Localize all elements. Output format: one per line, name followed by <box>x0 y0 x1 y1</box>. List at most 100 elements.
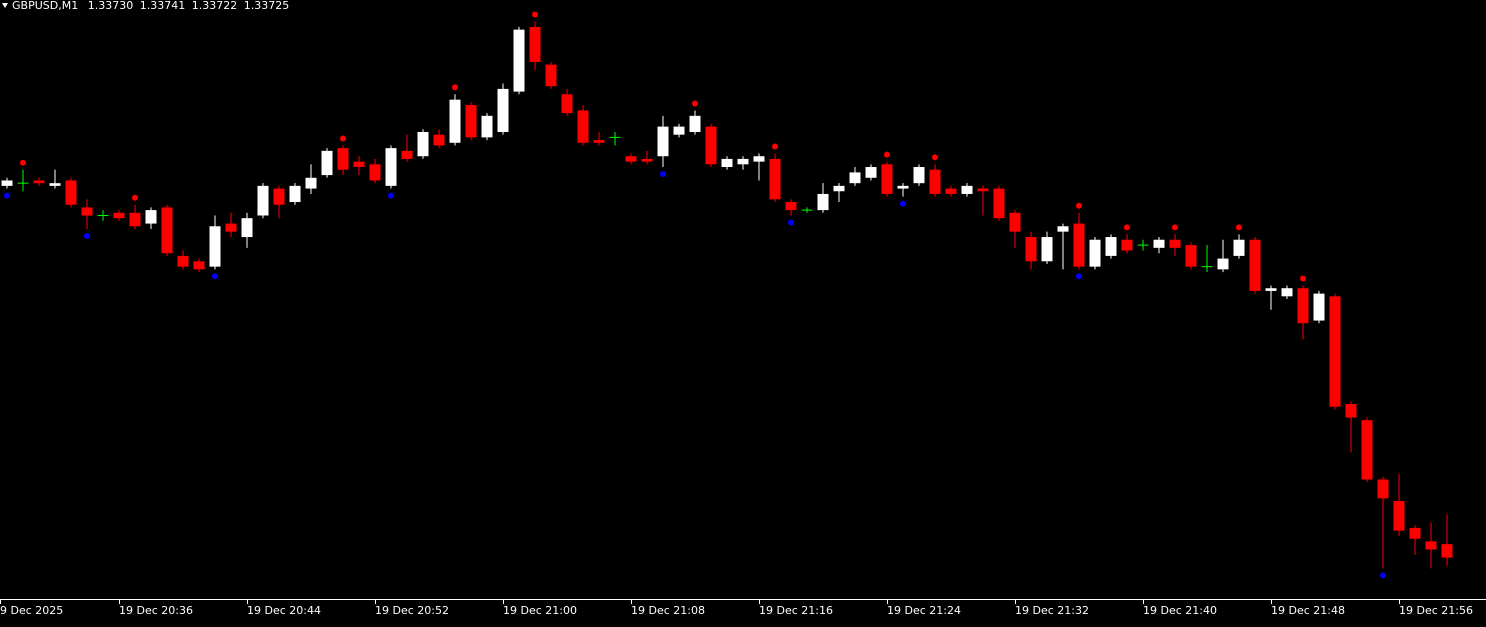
candle-body <box>1441 544 1453 558</box>
fractal-up <box>1076 202 1082 209</box>
candle-body <box>657 126 669 157</box>
candle-body <box>817 193 829 211</box>
candle-body <box>1297 288 1309 324</box>
candle-body <box>449 99 461 143</box>
candle-body <box>1041 237 1053 262</box>
candle-body <box>369 164 381 181</box>
fractal-down <box>4 192 10 199</box>
candle-body <box>1393 501 1405 531</box>
candle-body <box>689 115 701 132</box>
candle-body <box>321 150 333 176</box>
candle-body <box>1217 258 1229 270</box>
fractal-up <box>452 84 458 91</box>
fractal-up <box>1124 224 1130 231</box>
candle-body <box>785 202 797 211</box>
candle-body <box>129 212 141 227</box>
candle-body <box>417 131 429 157</box>
candle-body <box>737 158 749 165</box>
fractal-up <box>20 159 26 166</box>
candle-body <box>1121 239 1133 251</box>
candle-body <box>113 212 125 219</box>
candle-body <box>1073 223 1085 267</box>
candle-body <box>1089 239 1101 267</box>
fractal-down <box>900 200 906 207</box>
fractal-up <box>132 194 138 201</box>
x-tick-label: 19 Dec 21:48 <box>1271 604 1345 617</box>
low-label: 1.33722 <box>192 0 238 12</box>
candle-body <box>465 105 477 138</box>
candle-body <box>1249 239 1261 291</box>
candle-body <box>561 94 573 114</box>
candle-body <box>1313 293 1325 321</box>
candle-body <box>849 172 861 184</box>
candle-body <box>497 88 509 132</box>
candle-body <box>1425 541 1437 550</box>
candle-body <box>705 126 717 165</box>
candle-body <box>961 185 973 194</box>
candle-body <box>1185 245 1197 267</box>
candle-body <box>273 188 285 205</box>
candle-body <box>721 158 733 168</box>
candle-body <box>545 64 557 87</box>
candle-body <box>625 156 637 162</box>
high-label: 1.33741 <box>140 0 186 12</box>
candle-body <box>433 134 445 146</box>
candle-body <box>1265 288 1277 291</box>
candle-body <box>641 158 653 162</box>
candle-body <box>385 148 397 186</box>
candle-body <box>33 180 45 184</box>
x-tick-label: 9 Dec 2025 <box>0 604 63 617</box>
candle-body <box>49 183 61 186</box>
candle-body <box>1281 288 1293 297</box>
candle-body <box>913 167 925 184</box>
candle-body <box>1153 239 1165 248</box>
x-tick-label: 19 Dec 21:32 <box>1015 604 1089 617</box>
candle-body <box>353 161 365 168</box>
candle-body <box>81 207 93 216</box>
candle-body <box>977 188 989 192</box>
x-tick-label: 19 Dec 20:52 <box>375 604 449 617</box>
candle-body <box>577 110 589 143</box>
fractal-down <box>212 273 218 280</box>
candle-body <box>225 223 237 232</box>
x-tick-label: 19 Dec 21:16 <box>759 604 833 617</box>
candle-body <box>65 180 77 205</box>
candle-body <box>945 188 957 194</box>
candle-body <box>177 255 189 267</box>
candle-body <box>769 158 781 200</box>
candle-body <box>337 148 349 170</box>
candle-body <box>1025 237 1037 262</box>
open-label: 1.33730 <box>88 0 134 12</box>
fractal-down <box>84 232 90 239</box>
menu-arrow[interactable] <box>2 3 8 8</box>
candle-body <box>865 167 877 178</box>
candle-body <box>833 185 845 192</box>
x-tick-label: 19 Dec 21:00 <box>503 604 577 617</box>
x-tick-label: 19 Dec 20:44 <box>247 604 321 617</box>
candle-body <box>209 226 221 267</box>
fractal-up <box>884 151 890 158</box>
candle-body <box>1361 420 1373 480</box>
candle-body <box>241 218 253 238</box>
candle-body <box>145 210 157 224</box>
fractal-up <box>1236 224 1242 231</box>
fractal-down <box>1380 572 1386 579</box>
fractal-up <box>1172 224 1178 231</box>
x-tick-label: 19 Dec 20:36 <box>119 604 193 617</box>
candle-body <box>753 156 765 162</box>
fractal-down <box>660 171 666 178</box>
fractal-up <box>532 11 538 18</box>
candle-body <box>1233 239 1245 256</box>
candle-body <box>1009 212 1021 232</box>
candle-body <box>401 150 413 159</box>
symbol: GBPUSD,M1 <box>12 0 78 12</box>
candle-body <box>1 180 13 186</box>
candle-body <box>993 188 1005 219</box>
candle-body <box>305 177 317 189</box>
fractal-up <box>340 135 346 142</box>
candle-body <box>1409 527 1421 539</box>
candle-body <box>513 29 525 92</box>
